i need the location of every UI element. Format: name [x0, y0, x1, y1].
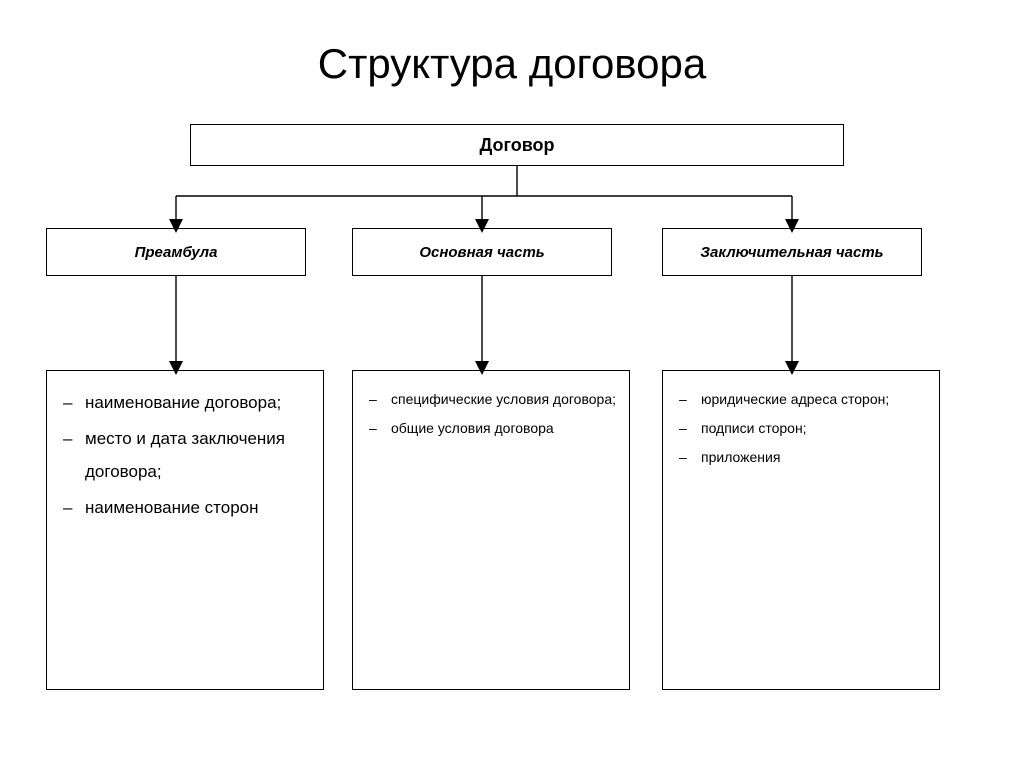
detail-list-2: юридические адреса сторон; подписи сторон… — [671, 387, 927, 471]
detail-item-2-2: приложения — [671, 445, 927, 470]
detail-item-1-1: общие условия договора — [361, 416, 617, 441]
root-node: Договор — [190, 124, 844, 166]
section-node-0: Преамбула — [46, 228, 306, 276]
page-title: Структура договора — [0, 40, 1024, 88]
detail-box-2: юридические адреса сторон; подписи сторон… — [662, 370, 940, 690]
detail-item-0-0: наименование договора; — [55, 387, 311, 419]
detail-box-1: специфические условия договора; общие усл… — [352, 370, 630, 690]
detail-item-1-0: специфические условия договора; — [361, 387, 617, 412]
detail-item-0-1: место и дата заключения договора; — [55, 423, 311, 488]
section-node-1-label: Основная часть — [419, 244, 544, 261]
section-node-2-label: Заключительная часть — [700, 244, 883, 261]
section-node-2: Заключительная часть — [662, 228, 922, 276]
detail-list-1: специфические условия договора; общие усл… — [361, 387, 617, 441]
detail-list-0: наименование договора; место и дата заклю… — [55, 387, 311, 524]
detail-item-2-0: юридические адреса сторон; — [671, 387, 927, 412]
detail-box-0: наименование договора; место и дата заклю… — [46, 370, 324, 690]
detail-item-0-2: наименование сторон — [55, 492, 311, 524]
detail-item-2-1: подписи сторон; — [671, 416, 927, 441]
root-node-label: Договор — [479, 135, 554, 156]
section-node-0-label: Преамбула — [135, 244, 218, 261]
section-node-1: Основная часть — [352, 228, 612, 276]
